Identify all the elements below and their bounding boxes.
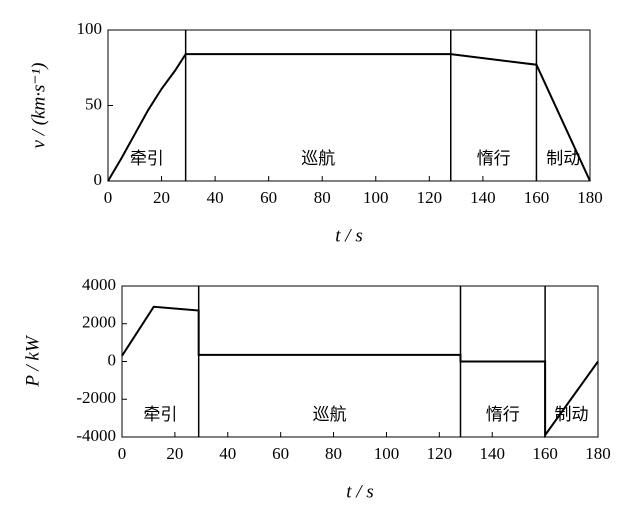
x-axis-label: t / s bbox=[335, 225, 362, 246]
x-tick-label: 100 bbox=[374, 444, 400, 463]
x-tick-label: 180 bbox=[577, 188, 603, 207]
x-tick-label: 160 bbox=[532, 444, 558, 463]
y-tick-label: 50 bbox=[85, 94, 102, 113]
x-tick-label: 180 bbox=[585, 444, 611, 463]
x-tick-label: 100 bbox=[363, 188, 389, 207]
x-tick-label: 20 bbox=[153, 188, 170, 207]
x-tick-label: 60 bbox=[272, 444, 289, 463]
y-tick-label: 0 bbox=[108, 350, 117, 369]
phase-label: 牵引 bbox=[143, 405, 177, 425]
data-line bbox=[121, 305, 599, 439]
y-tick-label: -4000 bbox=[76, 426, 116, 445]
y-tick-label: 0 bbox=[94, 170, 103, 189]
phase-label: 惰行 bbox=[486, 405, 520, 425]
x-tick-label: 60 bbox=[260, 188, 277, 207]
phase-label: 巡航 bbox=[301, 149, 335, 169]
x-tick-label: 0 bbox=[104, 188, 113, 207]
phase-label: 制动 bbox=[546, 149, 580, 169]
x-tick-label: 160 bbox=[524, 188, 550, 207]
y-tick-label: -2000 bbox=[76, 388, 116, 407]
phase-label: 巡航 bbox=[313, 405, 347, 425]
x-tick-label: 80 bbox=[325, 444, 342, 463]
x-tick-label: 120 bbox=[417, 188, 443, 207]
x-tick-label: 140 bbox=[470, 188, 496, 207]
phase-label: 牵引 bbox=[130, 149, 164, 169]
x-tick-label: 120 bbox=[427, 444, 453, 463]
x-tick-label: 40 bbox=[219, 444, 236, 463]
y-axis-label: P / kW bbox=[22, 334, 43, 387]
y-tick-label: 4000 bbox=[82, 275, 116, 294]
x-tick-label: 20 bbox=[166, 444, 183, 463]
plot-frame bbox=[107, 29, 591, 182]
y-axis-label: v / (km·s⁻¹) bbox=[28, 63, 49, 149]
phase-label: 惰行 bbox=[477, 149, 511, 169]
x-tick-label: 80 bbox=[314, 188, 331, 207]
y-tick-label: 2000 bbox=[82, 313, 116, 332]
x-axis-label: t / s bbox=[346, 481, 373, 502]
data-line bbox=[107, 53, 591, 182]
x-tick-label: 140 bbox=[479, 444, 505, 463]
x-tick-label: 40 bbox=[207, 188, 224, 207]
x-tick-label: 0 bbox=[118, 444, 127, 463]
y-tick-label: 100 bbox=[77, 19, 103, 38]
